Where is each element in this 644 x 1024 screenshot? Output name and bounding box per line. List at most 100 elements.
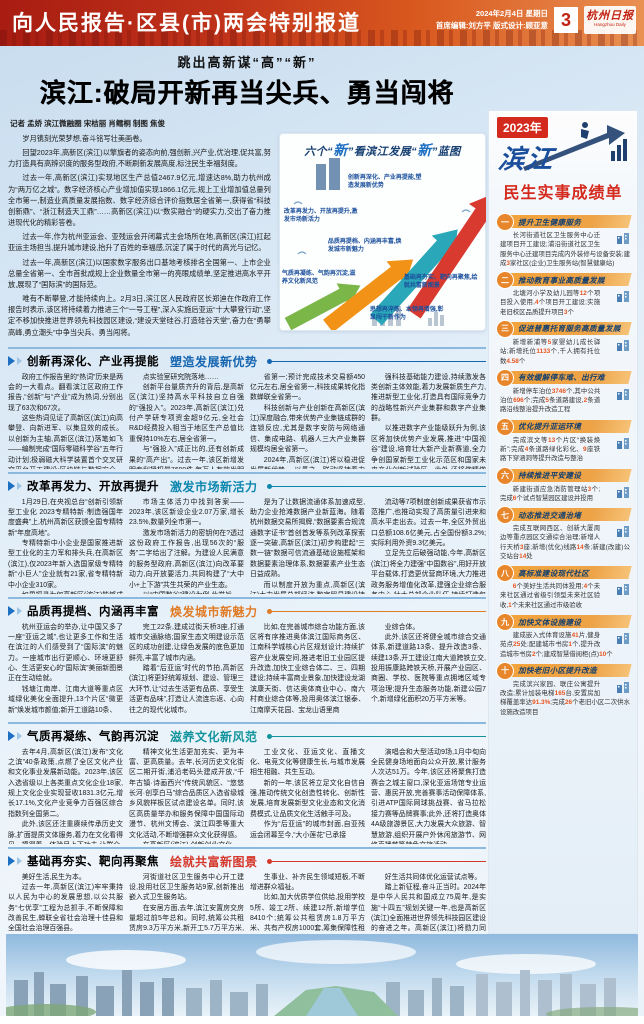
highlight-number: 6	[512, 583, 517, 591]
intro-paragraph: 唯有不断攀登,才能持续向上。2月3日,滨江区人民政府区长郑迪在作政府工作报告时表…	[8, 294, 271, 337]
highlight-number: 9	[583, 445, 587, 453]
infographic-label: 思想再淬炼、本领再增强,彰显闯干新作为	[369, 307, 444, 322]
sidebar-item: 十加快老旧小区提升改造 完成滨兴家园、联庄公寓提升改造;累计加装电梯165台,安置…	[494, 661, 632, 717]
paragraph: 点实验室研究院落地……	[142, 373, 219, 381]
paragraph: 市场主体活力中找到答案——2023年,该区新设企业2.07万家,增长23.5%,…	[129, 498, 244, 527]
banner-meta: 2024年2月4日 星期日 首席编辑:刘方平 版式设计:顾亚意	[436, 8, 548, 32]
section-column: 市场主体活力中找到答案——2023年,该区新设企业2.07万家,增长23.5%,…	[129, 498, 244, 594]
highlight-number: 2	[583, 397, 588, 405]
section-columns: 政府工作报告里的“热词”历来是两会的一大看点。翻看滨江区政府工作报告,“创新”与…	[8, 373, 486, 469]
paragraph: 如果探寻为何高新区(滨江)能够成为全国专精特新高地,或许可以从	[8, 591, 123, 594]
section-title: 基础再夯实、靶向再聚焦	[27, 856, 159, 869]
infographic-label: 品质再提档、内涵再丰富,焕发城市新魅力	[327, 239, 402, 254]
page-content: 跳出高新谋“高”“新” 滨江:破局开新再当尖兵、勇当闯将 记者 孟娇 滨江微融圈…	[0, 46, 644, 1024]
section-rule	[266, 608, 486, 614]
paragraph: 业综合体。	[384, 623, 420, 631]
paragraph: 过去一年,高新区(滨江)牢牢秉持以人民为中心的发展思想,以公共服务“七优享”工程…	[8, 884, 123, 933]
highlight-number: 3	[587, 485, 592, 493]
item-number-badge: 四	[496, 368, 514, 387]
bus-icon	[603, 525, 630, 540]
highlight-number: 6	[512, 494, 517, 502]
section-column: 业综合体。 此外,该区还将健全城市综合交通体系,新建道路13条、提升改造3条、续建…	[371, 623, 486, 719]
sidebar-item-title: 动态推进交通治堵	[518, 510, 582, 520]
infographic-label: 改革再发力、开放再提升,激发市场新活力	[283, 209, 358, 224]
highlight-number: 3	[506, 259, 510, 267]
highlight-number: 91.3%	[532, 699, 551, 707]
city-skyline-image	[6, 934, 638, 1016]
sidebar-item-text: 6个美好生活共同体投用;4个未来社区通过省级引领型未来社区验收,1个未来社区通过…	[500, 582, 630, 610]
section-dot-icon	[266, 858, 272, 864]
section-rule	[266, 358, 486, 364]
page-margin	[0, 1016, 644, 1024]
banner-editors: 首席编辑:刘方平 版式设计:顾亚意	[435, 21, 548, 30]
item-number-badge: 一	[496, 213, 514, 231]
section-dot-icon	[266, 608, 272, 614]
banner-right: 2024年2月4日 星期日 首席编辑:刘方平 版式设计:顾亚意 3 杭州日报 H…	[436, 6, 636, 34]
paragraph: 以“中国数谷”建设为例,此举旨	[129, 591, 244, 594]
sidebar-header: 2023年 滨江 民生实事成绩单	[489, 111, 637, 213]
paragraph: 专精特新中小企业是国家推进新型工业化的主力军和排头兵,在高新区(滨江),仅202…	[8, 540, 123, 589]
section-columns: 1月29日,在央视总台“创新引领新型工业化 2023专精特新·制造强国年度盛典”…	[8, 498, 486, 594]
section-subtitle: 塑造发展新优势	[170, 354, 258, 369]
highlight-number: 10	[599, 650, 607, 658]
article-section: 创新再深化、产业再提能 塑造发展新优势 政府工作报告里的“热词”历来是两会的一大看点…	[8, 346, 486, 469]
infographic-label: 气质再凝练、气韵再沉淀,滋养文化新风范	[281, 271, 356, 286]
sidebar-item-banner: 六持续推进平安建设	[496, 466, 632, 485]
sidebar-item-title: 提升卫生健康服务	[518, 217, 582, 227]
intro-paragraph: 过去一年,高新区(滨江)实现地区生产总值2467.9亿元,增速达8%,助力杭州成…	[8, 173, 271, 228]
sidebar-item: 六持续推进平安建设 新建街道应急消防管理站3个;完成6个试点智慧园区建设并投用	[494, 466, 632, 504]
section-title: 品质再提档、内涵再丰富	[27, 606, 159, 619]
sidebar-item-banner: 一提升卫生健康服务	[496, 213, 632, 231]
red-arrow	[407, 192, 486, 319]
highlight-number: 14	[576, 543, 584, 551]
section-title: 气质再凝练、气韵再沉淀	[27, 731, 159, 744]
section-column: 点实验室研究院落地…… 创新平台量质齐升的背后,是高新区(滨江)坚持高水平科技自立…	[129, 373, 244, 469]
section-marker-icon	[17, 607, 22, 616]
article-section: 品质再提档、内涵再丰富 焕发城市新魅力杭州亚运会的举办,让中国又多了一座“亚运之城…	[8, 596, 486, 719]
section-marker-icon	[8, 356, 15, 367]
paragraph: 强科技基础能力建设,持续激发各类创新主体效能,着力发展新质生产力,推进新型工业化…	[371, 373, 486, 423]
paragraph: 科技创新与产业创新在高新区(滨江)深度融合,带来优势产业集链成群的连锁反应,尤其…	[250, 404, 365, 454]
highlight-number: 4.58	[506, 357, 519, 365]
paragraph: 与“强投入”成正比的,还有创新成果的“高产出”。过去一年,该区新增发明专利授权量…	[129, 446, 244, 468]
sidebar-item-text: 完成滨兴家园、联庄公寓提升改造;累计加装电梯165台,安置房加梯覆盖率达91.3…	[500, 680, 630, 716]
item-number-badge: 九	[496, 613, 514, 632]
section-header: 改革再发力、开放再提升 激发市场新活力	[8, 478, 486, 495]
paragraph: 省第一;预计完成技术交易额450亿元左右,居全省第一,科技成果转化指数蝉联全省第…	[250, 373, 365, 402]
achievement-sidebar: 2023年 滨江 民生实事成绩单 一提升卫生健康服务 长河街道社区卫生服务中心迁建…	[488, 110, 638, 934]
section-header: 品质再提档、内涵再丰富 焕发城市新魅力	[8, 603, 486, 620]
paragraph: 河街道社区卫生服务中心开工建设,投用社区卫生服务站9家,创新推出嵌入式卫生服务站…	[129, 873, 244, 902]
sidebar-item-text: 完成滨文等13个片区“换装焕新”;完成4条道路绿化彩化、9座铁路下穿涵洞等提升改…	[500, 436, 630, 464]
section-column: 省第一;预计完成技术交易额450亿元左右,居全省第一,科技成果转化指数蝉联全省第…	[250, 373, 365, 469]
paragraph: 作为“后亚运”的城市封面,自亚残运会闭幕至今,“大小莲花”已承接	[250, 821, 365, 839]
paragraph: 是为了让数据流通体系加速成型,助力企业抢滩数据产业新蓝海。随着杭州数据交易所揭牌…	[250, 498, 365, 579]
bird-icon	[293, 201, 471, 255]
highlight-number: 165	[554, 690, 566, 698]
sidebar-item-text: 新建街道应急消防管理站3个;完成6个试点智慧园区建设并投用	[500, 485, 630, 504]
highlight-number: 1	[568, 641, 572, 649]
section-marker-icon	[8, 481, 15, 492]
book-icon	[603, 632, 630, 647]
article-main: 跳出高新谋“高”“新” 滨江:破局开新再当尖兵、勇当闯将 记者 孟娇 滨江微融圈…	[8, 52, 486, 969]
paragraph: 杭州亚运会的举办,让中国又多了一座“亚运之城”,也让更多工作和生活在滨江的人们感…	[8, 623, 123, 683]
school-icon	[603, 290, 630, 305]
section-subtitle: 滋养文化新风范	[170, 729, 258, 744]
page-number: 3	[554, 7, 578, 33]
shield-icon	[603, 486, 630, 501]
paragraph: 在高新区(滨江),创新创业文化、	[129, 841, 244, 844]
article-headline: 滨江:破局开新再当尖兵、勇当闯将	[39, 78, 455, 108]
paragraph: 精神文化生活更加充实、更为丰富、更高质量。去年,长河历史文化街区二期开街,浦沿老…	[129, 748, 244, 839]
sidebar-item-title: 推动教育事业高质量发展	[518, 275, 605, 285]
paragraph: 以推进数字产业能级跃升为例,该区将加快优势产业发展,推进“中国视谷”建设,培育壮…	[371, 425, 486, 468]
sidebar-item-title: 加快老旧小区提升改造	[518, 666, 597, 676]
highlight-number: 12	[579, 290, 587, 298]
sidebar-item: 七动态推进交通治堵 完成互联网西区、创新大厦周边等重点园区交通综合治理;新增人行天…	[494, 506, 632, 561]
sidebar-item-title: 持续推进平安建设	[518, 471, 582, 480]
region-name: 滨江	[496, 144, 557, 174]
paragraph: 比如,在完善城市综合功能方面,该区将有序推进奥体滨江国际商务区、江南科学城核心片…	[250, 623, 365, 714]
sidebar-item-title: 促进普惠托育服务高质量发展	[518, 324, 621, 334]
sidebar-item-title: 有效缓解停车难、出行难	[518, 373, 605, 383]
section-column: 流动等7项制度创新成果获省市示范推广,也推动实现了高质量引进来和高水平走出去。过…	[371, 498, 486, 594]
highlight-number: 2	[531, 650, 536, 658]
sidebar-item-banner: 五优化提升亚运环境	[496, 417, 632, 436]
